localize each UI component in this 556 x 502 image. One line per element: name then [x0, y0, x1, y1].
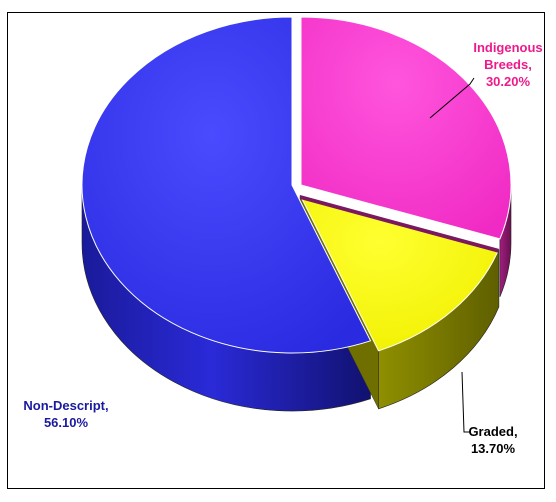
slice-graded	[299, 194, 500, 352]
leader-line-graded	[461, 371, 470, 433]
cut-face-indigenous	[300, 195, 499, 253]
label-non-descript: Non-Descript, 56.10%	[23, 398, 108, 430]
slice-indigenous-breeds	[300, 16, 512, 240]
pie-top-faces	[81, 16, 512, 354]
leader-lines	[429, 77, 475, 433]
label-indigenous-breeds: Indigenous Breeds, 30.20%	[473, 40, 542, 89]
leader-line-indigenous-breeds	[429, 77, 475, 119]
slice-non-descript	[81, 16, 372, 354]
label-graded: Graded, 13.70%	[468, 424, 517, 456]
slice-labels: Indigenous Breeds, 30.20% Graded, 13.70% Non-…	[23, 40, 542, 456]
